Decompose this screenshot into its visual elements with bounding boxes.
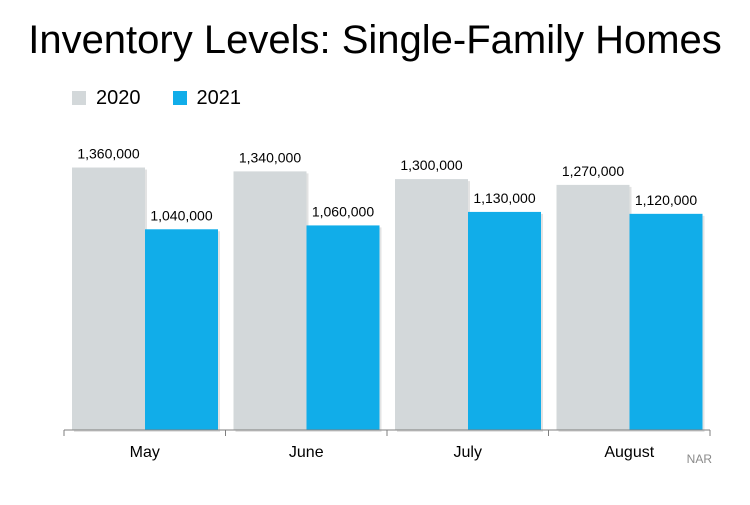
bar-2020-may	[72, 167, 145, 430]
legend-label-2020: 2020	[96, 87, 141, 109]
data-label-2021-july: 1,130,000	[473, 190, 535, 206]
x-tick-label-july: July	[454, 444, 482, 461]
bar-2020-june	[233, 171, 307, 430]
data-label-2021-august: 1,120,000	[635, 192, 697, 208]
data-label-2021-june: 1,060,000	[312, 203, 374, 219]
bar-2020-august	[556, 184, 630, 430]
legend-item-2021: 2021	[172, 86, 242, 110]
x-tick-label-may: May	[130, 444, 160, 461]
legend-swatch-2020	[72, 91, 86, 105]
chart-title: Inventory Levels: Single-Family Homes	[28, 18, 722, 62]
bar-2021-june	[306, 225, 380, 430]
x-tick-label-june: June	[289, 444, 324, 461]
legend-item-2020: 2020	[72, 86, 141, 110]
data-label-2020-june: 1,340,000	[239, 149, 301, 165]
data-label-2021-may: 1,040,000	[150, 207, 212, 223]
source-label: NAR	[686, 452, 712, 466]
legend: 2020 2021	[72, 86, 273, 110]
data-label-2020-august: 1,270,000	[562, 163, 624, 179]
bar-2021-july	[468, 211, 541, 430]
legend-label-2021: 2021	[196, 87, 242, 109]
bar-2020-july	[395, 179, 468, 430]
bar-2021-august	[629, 213, 703, 430]
bar-2021-may	[145, 229, 218, 430]
data-label-2020-may: 1,360,000	[77, 146, 139, 162]
x-tick-label-august: August	[604, 444, 654, 461]
data-label-2020-july: 1,300,000	[400, 157, 462, 173]
legend-swatch-2021	[172, 91, 187, 105]
